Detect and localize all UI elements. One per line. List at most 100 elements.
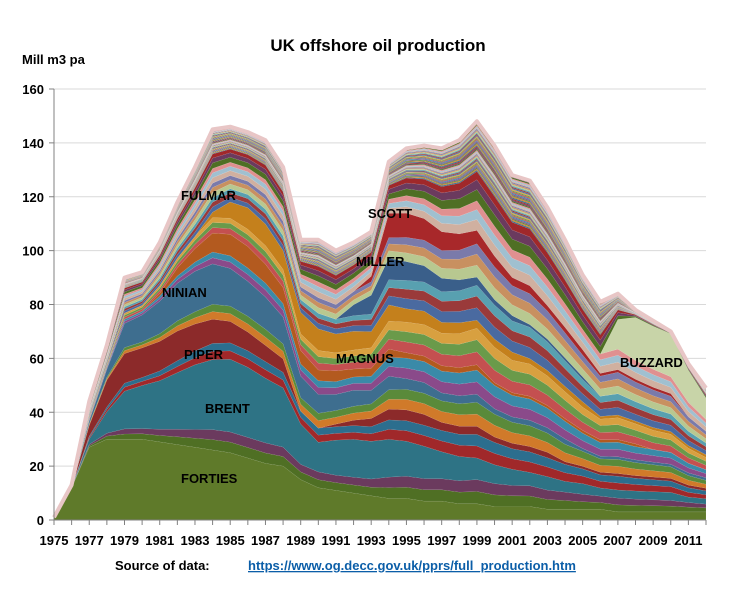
area-other-field — [53, 179, 707, 518]
area-other-field — [53, 148, 707, 518]
area-other-field — [53, 162, 707, 518]
area-other-field — [53, 144, 707, 518]
area-ninian — [53, 263, 707, 518]
label-buzzard: BUZZARD — [620, 355, 683, 370]
area-other-field — [53, 134, 707, 518]
area-other-field — [53, 133, 707, 518]
area-other-field — [53, 141, 707, 518]
area-other-field — [53, 138, 707, 518]
total-outline — [52, 119, 708, 519]
area-other-field — [53, 350, 707, 518]
x-ticks: 1975 1977 1979 1981 1983 1985 1987 1989 1991 1993… — [40, 520, 707, 548]
label-scott: SCOTT — [368, 206, 412, 221]
y-tick-label: 0 — [37, 513, 44, 528]
label-piper: PIPER — [184, 347, 224, 362]
area-other-field — [53, 142, 707, 518]
area-other-field — [53, 130, 707, 518]
area-other-field — [53, 192, 707, 518]
area-other-field — [53, 175, 707, 518]
area-other-field — [53, 170, 707, 518]
x-tick-label: 1975 — [40, 533, 69, 548]
area-other-field — [53, 140, 707, 518]
y-tick-label: 140 — [22, 136, 44, 151]
area-other-field — [53, 142, 707, 518]
area-other-field — [53, 183, 707, 518]
area-other-field — [53, 428, 707, 518]
area-piper — [53, 318, 707, 518]
area-other-field — [53, 143, 707, 518]
area-other-field — [53, 156, 707, 518]
area-other-field — [53, 139, 707, 518]
area-other-field — [53, 217, 707, 518]
area-other-field — [53, 141, 707, 518]
x-tick-label: 1993 — [357, 533, 386, 548]
area-other-field — [53, 311, 707, 518]
x-tick-label: 1979 — [110, 533, 139, 548]
area-other-field — [53, 165, 707, 518]
area-other-field — [53, 251, 707, 518]
area-other-field — [53, 342, 707, 518]
area-other-field — [53, 137, 707, 518]
area-other-field — [53, 133, 707, 518]
area-buzzard — [53, 162, 707, 518]
label-forties: FORTIES — [181, 471, 238, 486]
y-tick-label: 60 — [30, 351, 44, 366]
area-other-field — [53, 139, 707, 518]
area-other-field — [53, 132, 707, 518]
x-tick-label: 1983 — [181, 533, 210, 548]
x-tick-label: 1997 — [427, 533, 456, 548]
area-other-field — [53, 143, 707, 518]
label-magnus: MAGNUS — [336, 351, 394, 366]
y-tick-label: 100 — [22, 244, 44, 259]
y-axis-label: Mill m3 pa — [22, 52, 86, 67]
x-tick-label: 1989 — [286, 533, 315, 548]
area-other-field — [53, 134, 707, 518]
label-brent: BRENT — [205, 401, 250, 416]
area-other-field — [53, 188, 707, 518]
area-brent — [53, 358, 707, 518]
x-tick-label: 2001 — [498, 533, 527, 548]
area-other-field — [53, 227, 707, 518]
x-tick-label: 1977 — [75, 533, 104, 548]
x-tick-label: 1985 — [216, 533, 245, 548]
y-tick-label: 80 — [30, 298, 44, 313]
area-other-field — [53, 136, 707, 518]
area-other-field — [53, 152, 707, 518]
area-other-field — [53, 222, 707, 518]
y-tick-label: 160 — [22, 82, 44, 97]
area-other-field — [53, 129, 707, 518]
area-other-field — [53, 304, 707, 518]
source-label: Source of data: — [115, 558, 210, 573]
chart-title: UK offshore oil production — [270, 36, 485, 55]
area-other-field — [53, 148, 707, 518]
area-magnus — [53, 201, 707, 518]
area-other-field — [53, 128, 707, 518]
x-tick-label: 2011 — [674, 533, 702, 548]
x-tick-label: 2009 — [639, 533, 668, 548]
y-ticks: 0 20 40 60 80 100 120 140 160 — [22, 82, 54, 528]
area-other-field — [53, 137, 707, 518]
x-tick-label: 2007 — [603, 533, 632, 548]
label-miller: MILLER — [356, 254, 405, 269]
area-other-field — [53, 138, 707, 518]
area-other-field — [53, 131, 707, 518]
y-tick-label: 40 — [30, 405, 44, 420]
x-tick-label: 2005 — [568, 533, 597, 548]
area-other-field — [53, 135, 707, 518]
area-other-field — [53, 147, 707, 518]
x-tick-label: 1991 — [321, 533, 350, 548]
area-other-field — [53, 147, 707, 518]
area-other-field — [53, 197, 707, 518]
y-tick-label: 20 — [30, 459, 44, 474]
x-tick-label: 2003 — [533, 533, 562, 548]
x-tick-label: 1999 — [462, 533, 491, 548]
area-other-field — [53, 146, 707, 518]
x-tick-label: 1987 — [251, 533, 280, 548]
source-link[interactable]: https://www.og.decc.gov.uk/pprs/full_pro… — [248, 558, 576, 573]
area-other-field — [53, 144, 707, 518]
area-other-field — [53, 257, 707, 518]
stacked-areas — [52, 119, 708, 521]
label-ninian: NINIAN — [162, 285, 207, 300]
